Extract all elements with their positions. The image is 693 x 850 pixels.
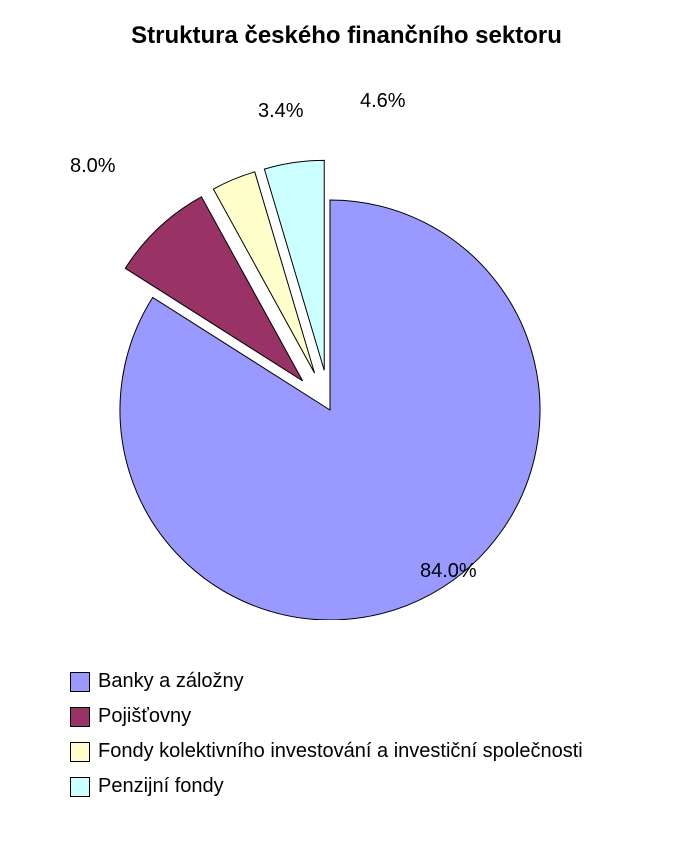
legend-swatch [70, 742, 90, 762]
pie-slice-label: 4.6% [360, 90, 406, 113]
legend-swatch [70, 672, 90, 692]
legend-item: Pojišťovny [70, 705, 583, 728]
pie-slice-label: 84.0% [420, 560, 477, 583]
legend-label: Pojišťovny [98, 705, 191, 728]
legend-label: Banky a záložny [98, 670, 244, 693]
legend-label: Fondy kolektivního investování a investi… [98, 740, 583, 763]
chart-title: Struktura českého finančního sektoru [0, 22, 693, 50]
pie-chart: 84.0% 8.0% 3.4% 4.6% [0, 60, 693, 620]
pie-svg [0, 60, 693, 620]
legend-item: Banky a záložny [70, 670, 583, 693]
legend-item: Penzijní fondy [70, 775, 583, 798]
legend: Banky a záložny Pojišťovny Fondy kolektivn… [70, 670, 583, 810]
pie-slice-label: 8.0% [70, 155, 116, 178]
pie-slice-label: 3.4% [258, 100, 304, 123]
chart-container: Struktura českého finančního sektoru 84.… [0, 0, 693, 850]
legend-label: Penzijní fondy [98, 775, 224, 798]
legend-swatch [70, 707, 90, 727]
legend-swatch [70, 777, 90, 797]
legend-item: Fondy kolektivního investování a investi… [70, 740, 583, 763]
